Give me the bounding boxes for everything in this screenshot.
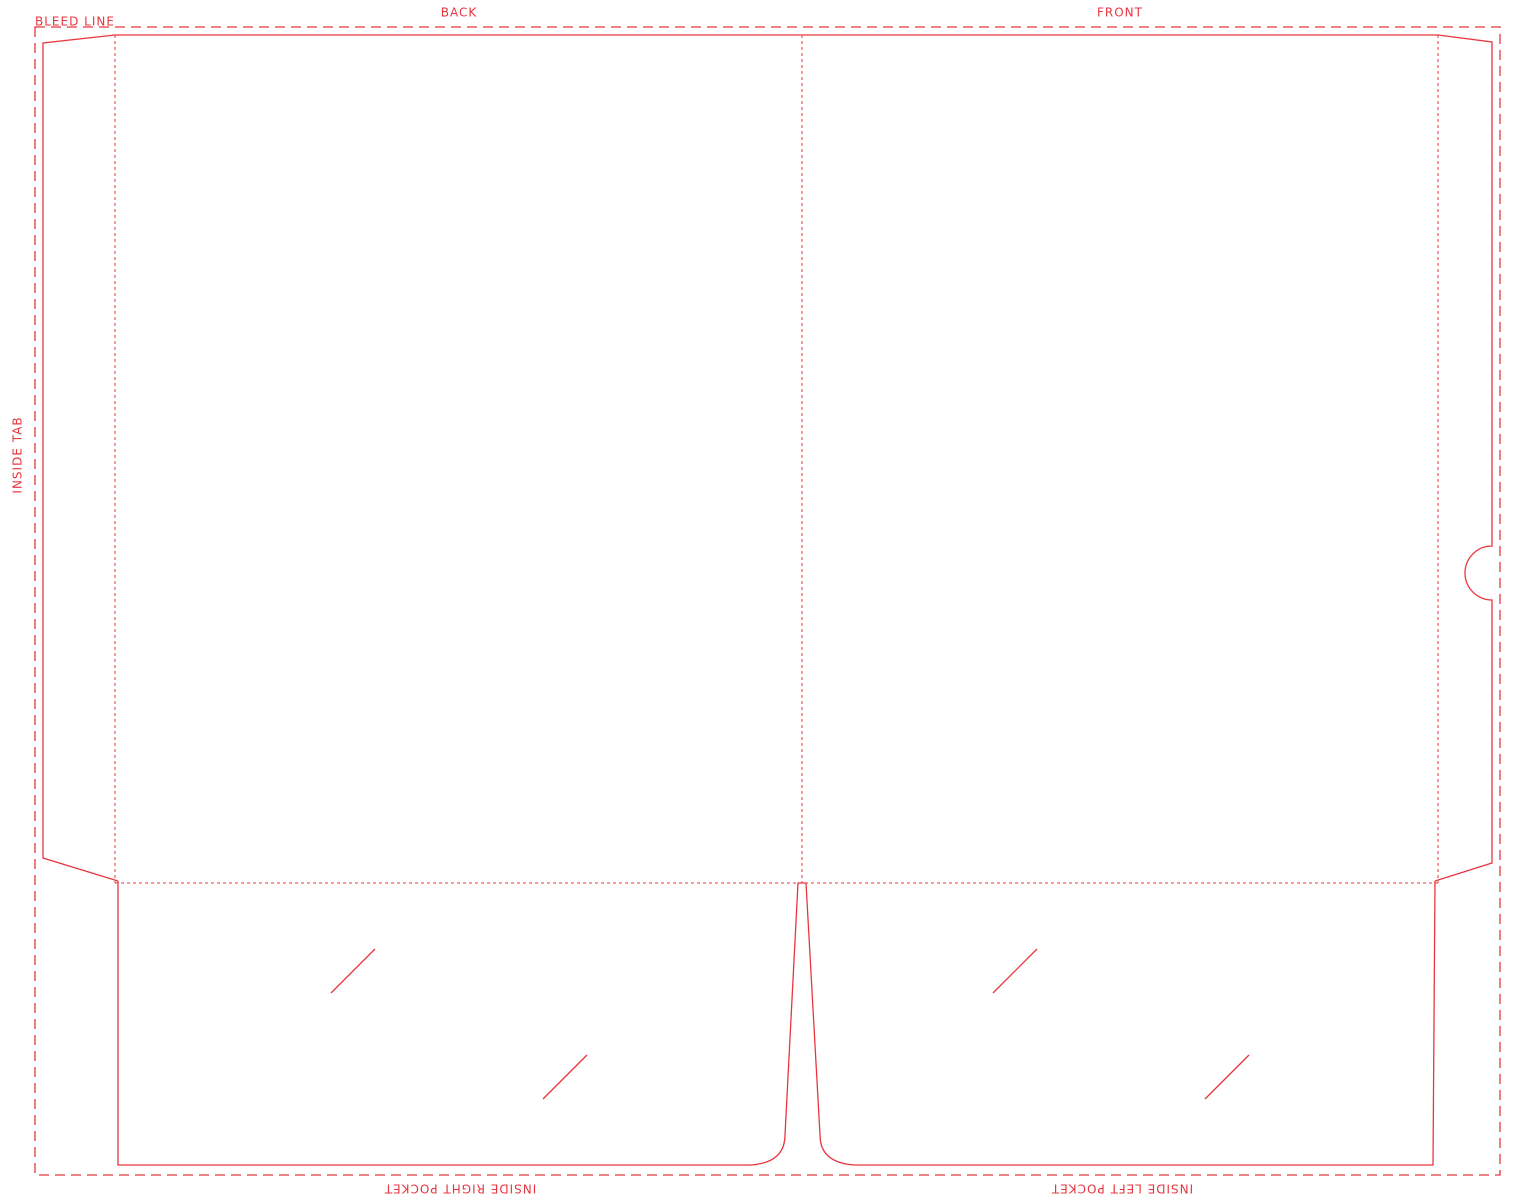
right-pocket-cut [117, 880, 1436, 1166]
inside-left-pocket-label: INSIDE LEFT POCKET [1051, 1182, 1193, 1196]
bleed-line [34, 26, 1501, 1176]
cover-cut [42, 34, 1493, 882]
inside-right-pocket-label: INSIDE RIGHT POCKET [384, 1182, 537, 1196]
card-slit [542, 1054, 588, 1100]
front-label: FRONT [1097, 6, 1143, 20]
bleed-label: BLEED LINE [35, 15, 115, 29]
inside-tab-label: INSIDE TAB [11, 416, 25, 493]
back-label: BACK [441, 6, 478, 20]
card-slit [992, 948, 1038, 994]
card-slit [330, 948, 376, 994]
card-slit [1204, 1054, 1250, 1100]
